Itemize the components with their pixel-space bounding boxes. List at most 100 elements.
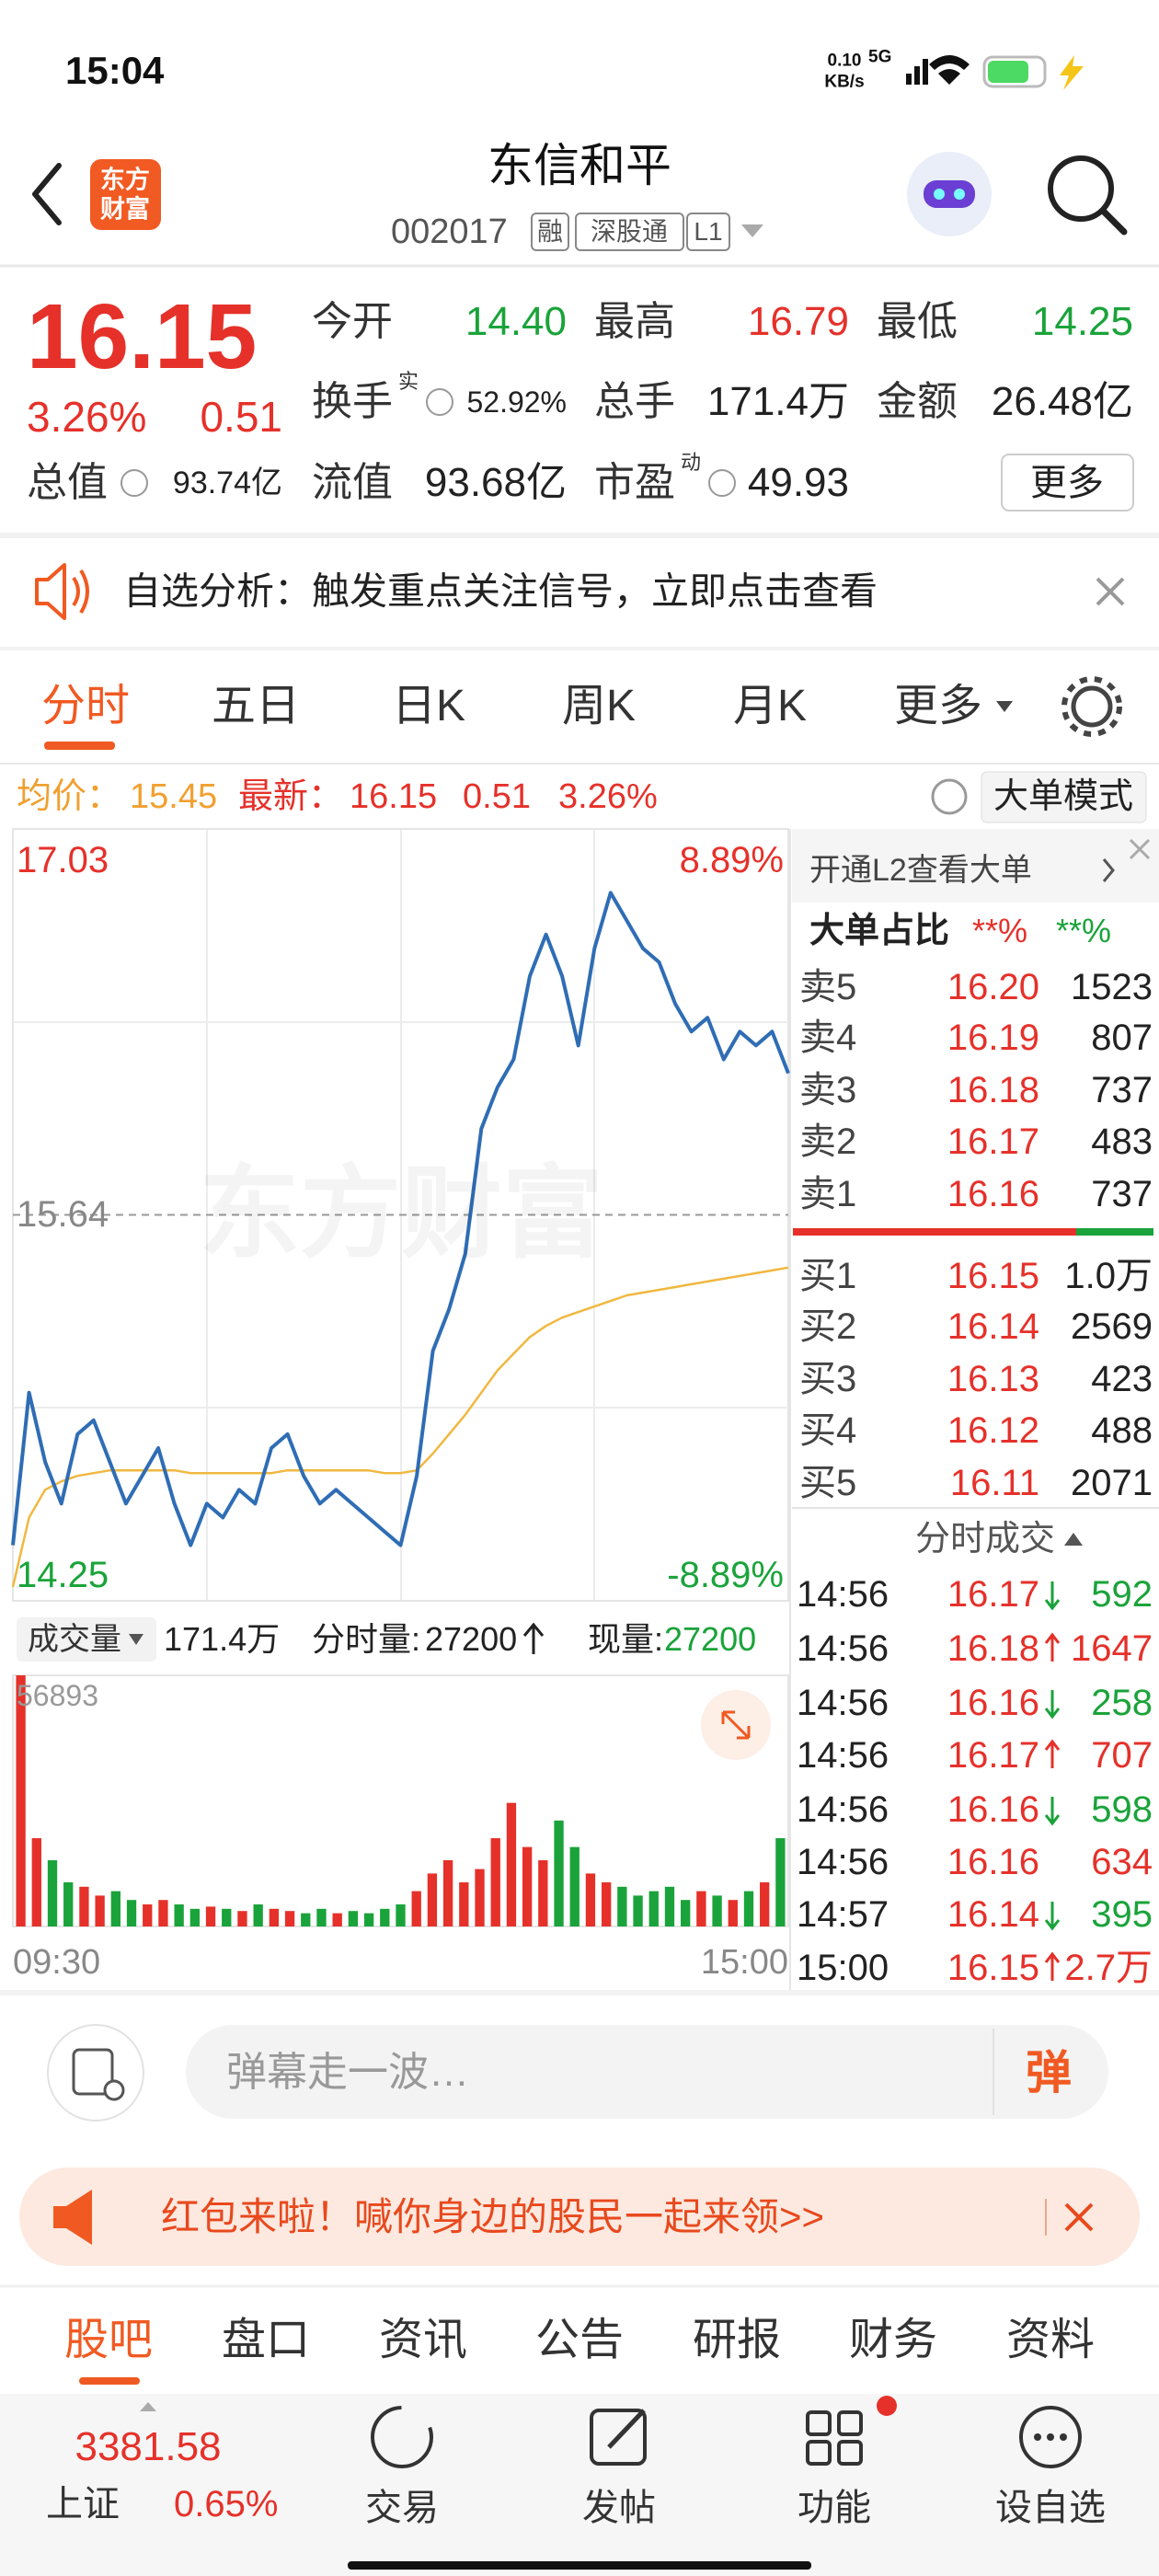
info-icon[interactable] xyxy=(120,469,148,497)
volume-bar xyxy=(79,1886,89,1926)
search-button[interactable] xyxy=(1048,155,1114,222)
divider xyxy=(0,1990,1159,1995)
trade-direction xyxy=(1044,1632,1061,1662)
chart-tab[interactable]: 日K xyxy=(391,682,466,730)
book-label: 卖1 xyxy=(799,1174,857,1214)
nav-item[interactable]: 交易 xyxy=(365,2488,439,2528)
volume-label[interactable]: 成交量 xyxy=(28,1622,121,1657)
price-line xyxy=(11,891,790,1547)
bottom-tab[interactable]: 公告 xyxy=(534,2316,625,2364)
post-icon[interactable] xyxy=(590,2409,647,2466)
help-icon[interactable] xyxy=(931,778,968,815)
index-value[interactable]: 3381.58 xyxy=(75,2424,222,2469)
ratio-label: 大单占比 xyxy=(809,912,950,950)
volume-bar xyxy=(158,1900,168,1926)
close-notice[interactable] xyxy=(1096,577,1125,606)
trade-direction xyxy=(1044,1797,1061,1826)
more-button-label[interactable]: 更多 xyxy=(1030,463,1104,503)
trade-time: 14:57 xyxy=(797,1894,889,1935)
volume-bar xyxy=(47,1860,58,1926)
battery-level xyxy=(988,61,1028,83)
comment-settings-button[interactable] xyxy=(47,2024,144,2122)
function-square xyxy=(806,2440,832,2466)
bottom-tab[interactable]: 盘口 xyxy=(221,2316,311,2364)
mode-label[interactable]: 大单模式 xyxy=(993,777,1134,816)
change: 0.51 xyxy=(200,393,282,441)
volume-bar xyxy=(126,1900,137,1926)
function-square xyxy=(806,2410,832,2436)
promo-text[interactable]: 开通L2查看大单 xyxy=(809,853,1032,888)
bottom-tab[interactable]: 资料 xyxy=(1005,2316,1096,2364)
volume-bar xyxy=(411,1891,421,1926)
red-packet-banner[interactable] xyxy=(19,2168,1140,2266)
net-speed-value: 0.10 xyxy=(827,51,862,71)
trade-time: 14:56 xyxy=(797,1574,889,1615)
bottom-tab[interactable]: 财务 xyxy=(848,2316,938,2364)
promo-band[interactable] xyxy=(792,829,1159,903)
bottom-tab[interactable]: 资讯 xyxy=(378,2316,468,2364)
book-price: 16.11 xyxy=(949,1463,1039,1503)
divider xyxy=(0,647,1159,650)
volume-bar xyxy=(143,1904,153,1926)
info-icon[interactable] xyxy=(708,469,736,497)
field-label: 金额 xyxy=(877,379,958,424)
chart-tab[interactable]: 周K xyxy=(561,682,637,730)
tag-box xyxy=(686,213,730,251)
field-value: 49.93 xyxy=(747,460,849,505)
net-speed-unit: KB/s xyxy=(824,72,865,92)
comment-input[interactable] xyxy=(186,2025,1108,2119)
watchlist-icon[interactable] xyxy=(1019,2406,1082,2468)
dropdown-arrow[interactable] xyxy=(996,701,1013,712)
trade-icon[interactable] xyxy=(371,2406,433,2468)
trades-title[interactable]: 分时成交 xyxy=(914,1520,1056,1558)
chart-tab[interactable]: 分时 xyxy=(40,682,131,730)
avg-label: 均价： xyxy=(17,777,122,816)
nav-item[interactable]: 功能 xyxy=(798,2488,871,2528)
chart-tab[interactable]: 五日 xyxy=(211,682,301,730)
nav-item[interactable]: 设自选 xyxy=(995,2488,1106,2528)
notice-text[interactable]: 自选分析：触发重点关注信号，立即点击查看 xyxy=(123,569,878,613)
book-price: 16.18 xyxy=(947,1070,1039,1110)
field-value: 52.92% xyxy=(466,385,567,419)
dropdown-arrow[interactable] xyxy=(741,224,763,237)
back-button[interactable] xyxy=(32,163,62,225)
field-value: 14.25 xyxy=(1031,299,1133,344)
collapse-arrow[interactable] xyxy=(140,2402,156,2411)
tab-underline xyxy=(79,2377,140,2385)
comment-placeholder[interactable]: 弹幕走一波… xyxy=(226,2050,469,2095)
danmaku-button[interactable]: 弹 xyxy=(1026,2047,1072,2099)
y-tick-label: 15.64 xyxy=(17,1194,109,1235)
function-icon[interactable] xyxy=(806,2410,863,2466)
nav-item[interactable]: 发帖 xyxy=(582,2488,656,2528)
index-change: 0.65% xyxy=(174,2484,279,2524)
logo-text: 财富 xyxy=(100,195,150,224)
chart-tab[interactable]: 月K xyxy=(732,682,808,730)
volume-bar xyxy=(554,1820,564,1926)
app-logo xyxy=(90,159,161,230)
trade-price: 16.16 xyxy=(947,1683,1039,1723)
megaphone-icon xyxy=(53,2190,92,2245)
info-icon[interactable] xyxy=(426,388,453,416)
ratio-bar-sell xyxy=(793,1228,1076,1236)
y-tick-label: 14.25 xyxy=(17,1555,109,1595)
book-price: 16.16 xyxy=(947,1174,1039,1214)
network-type: 5G xyxy=(868,47,892,67)
chart-tab[interactable]: 更多 xyxy=(893,682,983,730)
banner-text[interactable]: 红包来啦！喊你身边的股民一起来领>> xyxy=(161,2195,825,2238)
bottom-tab[interactable]: 研报 xyxy=(692,2316,782,2364)
trade-volume: 634 xyxy=(1091,1842,1153,1882)
settings-button[interactable] xyxy=(1071,685,1113,728)
divider xyxy=(0,533,1159,538)
close-promo[interactable] xyxy=(1129,838,1151,860)
volume-selector[interactable] xyxy=(17,1617,156,1662)
sort-arrow[interactable] xyxy=(1064,1533,1083,1546)
bottom-nav xyxy=(0,2394,1159,2576)
volume-bar xyxy=(648,1891,659,1926)
trade-direction xyxy=(1044,1739,1061,1768)
bottom-tab[interactable]: 股吧 xyxy=(63,2316,154,2364)
trade-volume: 395 xyxy=(1091,1894,1153,1935)
more-button[interactable] xyxy=(1001,454,1134,512)
big-order-mode-button[interactable] xyxy=(981,771,1147,823)
close-banner[interactable] xyxy=(1064,2202,1094,2232)
current-volume-value: 27200 xyxy=(664,1620,757,1658)
